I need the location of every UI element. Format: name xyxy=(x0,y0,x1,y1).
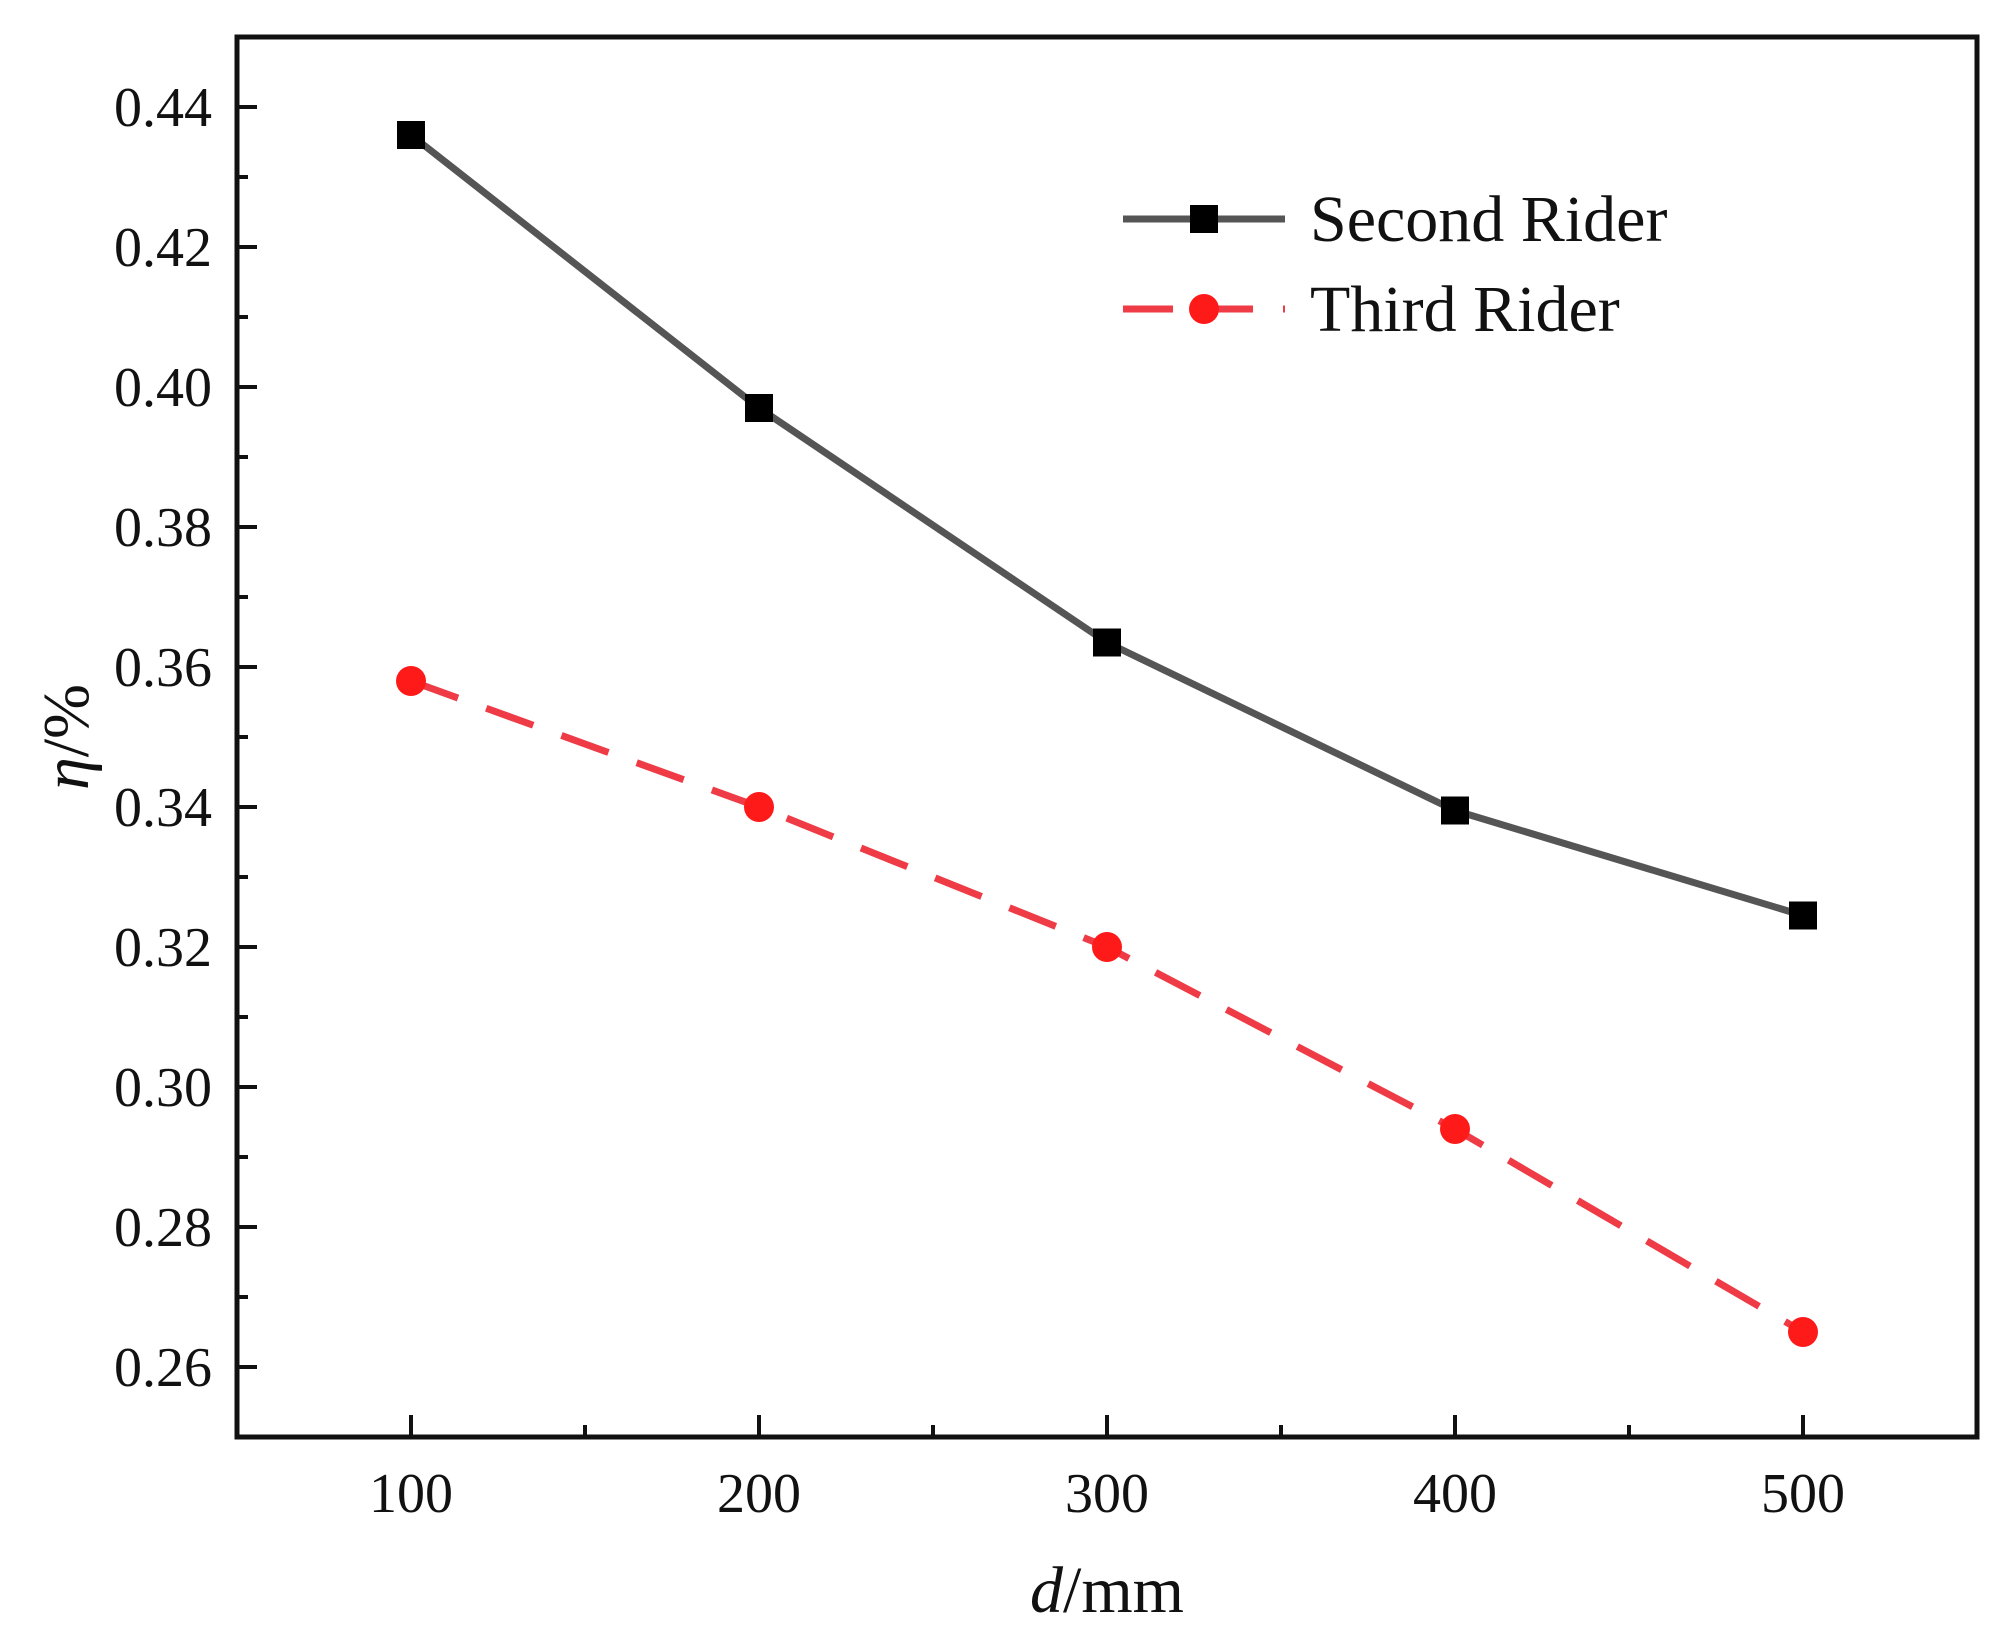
y-axis-title-italic: η xyxy=(30,757,103,790)
series-layer xyxy=(396,121,1818,1347)
y-axis-title-unit: /% xyxy=(30,684,103,757)
x-axis: 100 200 300 400 500 xyxy=(369,1415,1845,1525)
legend-third-rider-label: Third Rider xyxy=(1310,273,1620,346)
third-rider-point xyxy=(1440,1114,1470,1144)
x-tick-label: 200 xyxy=(717,1463,801,1525)
y-tick-label: 0.36 xyxy=(114,637,212,699)
plot-frame xyxy=(234,34,1980,1440)
y-tick-label: 0.34 xyxy=(114,777,212,839)
y-tick-label: 0.30 xyxy=(114,1057,212,1119)
y-axis-title: η/% xyxy=(30,684,103,790)
legend: Second Rider Third Rider xyxy=(1123,183,1667,346)
third-rider-point xyxy=(396,666,426,696)
x-tick-label: 500 xyxy=(1761,1463,1845,1525)
x-tick-label: 300 xyxy=(1065,1463,1149,1525)
third-rider-line xyxy=(409,677,1805,1336)
x-axis-title: d/mm xyxy=(1030,1554,1184,1627)
y-tick-label: 0.40 xyxy=(114,357,212,419)
third-rider-point xyxy=(744,792,774,822)
x-tick-label: 100 xyxy=(369,1463,453,1525)
legend-second-rider-marker xyxy=(1190,205,1218,233)
y-axis: 0.26 0.28 0.30 0.32 0.34 0.36 0.38 0.40 0.42 0.44 xyxy=(114,77,257,1399)
y-tick-label: 0.28 xyxy=(114,1197,212,1259)
second-rider-point xyxy=(1093,628,1121,657)
y-tick-label: 0.44 xyxy=(114,77,212,139)
legend-second-rider-label: Second Rider xyxy=(1310,183,1667,256)
x-axis-title-unit: /mm xyxy=(1063,1554,1184,1627)
y-tick-label: 0.42 xyxy=(114,217,212,279)
x-tick-label: 400 xyxy=(1413,1463,1497,1525)
second-rider-point xyxy=(1441,796,1469,825)
legend-third-rider-marker xyxy=(1189,294,1219,324)
y-tick-label: 0.32 xyxy=(114,917,212,979)
second-rider-point xyxy=(745,394,773,422)
third-rider-point xyxy=(1092,932,1122,962)
x-axis-title-italic: d xyxy=(1030,1554,1064,1627)
second-rider-point xyxy=(397,121,425,149)
second-rider-point xyxy=(1789,901,1817,930)
y-tick-label: 0.38 xyxy=(114,497,212,559)
y-tick-label: 0.26 xyxy=(114,1337,212,1399)
third-rider-point xyxy=(1788,1317,1818,1347)
